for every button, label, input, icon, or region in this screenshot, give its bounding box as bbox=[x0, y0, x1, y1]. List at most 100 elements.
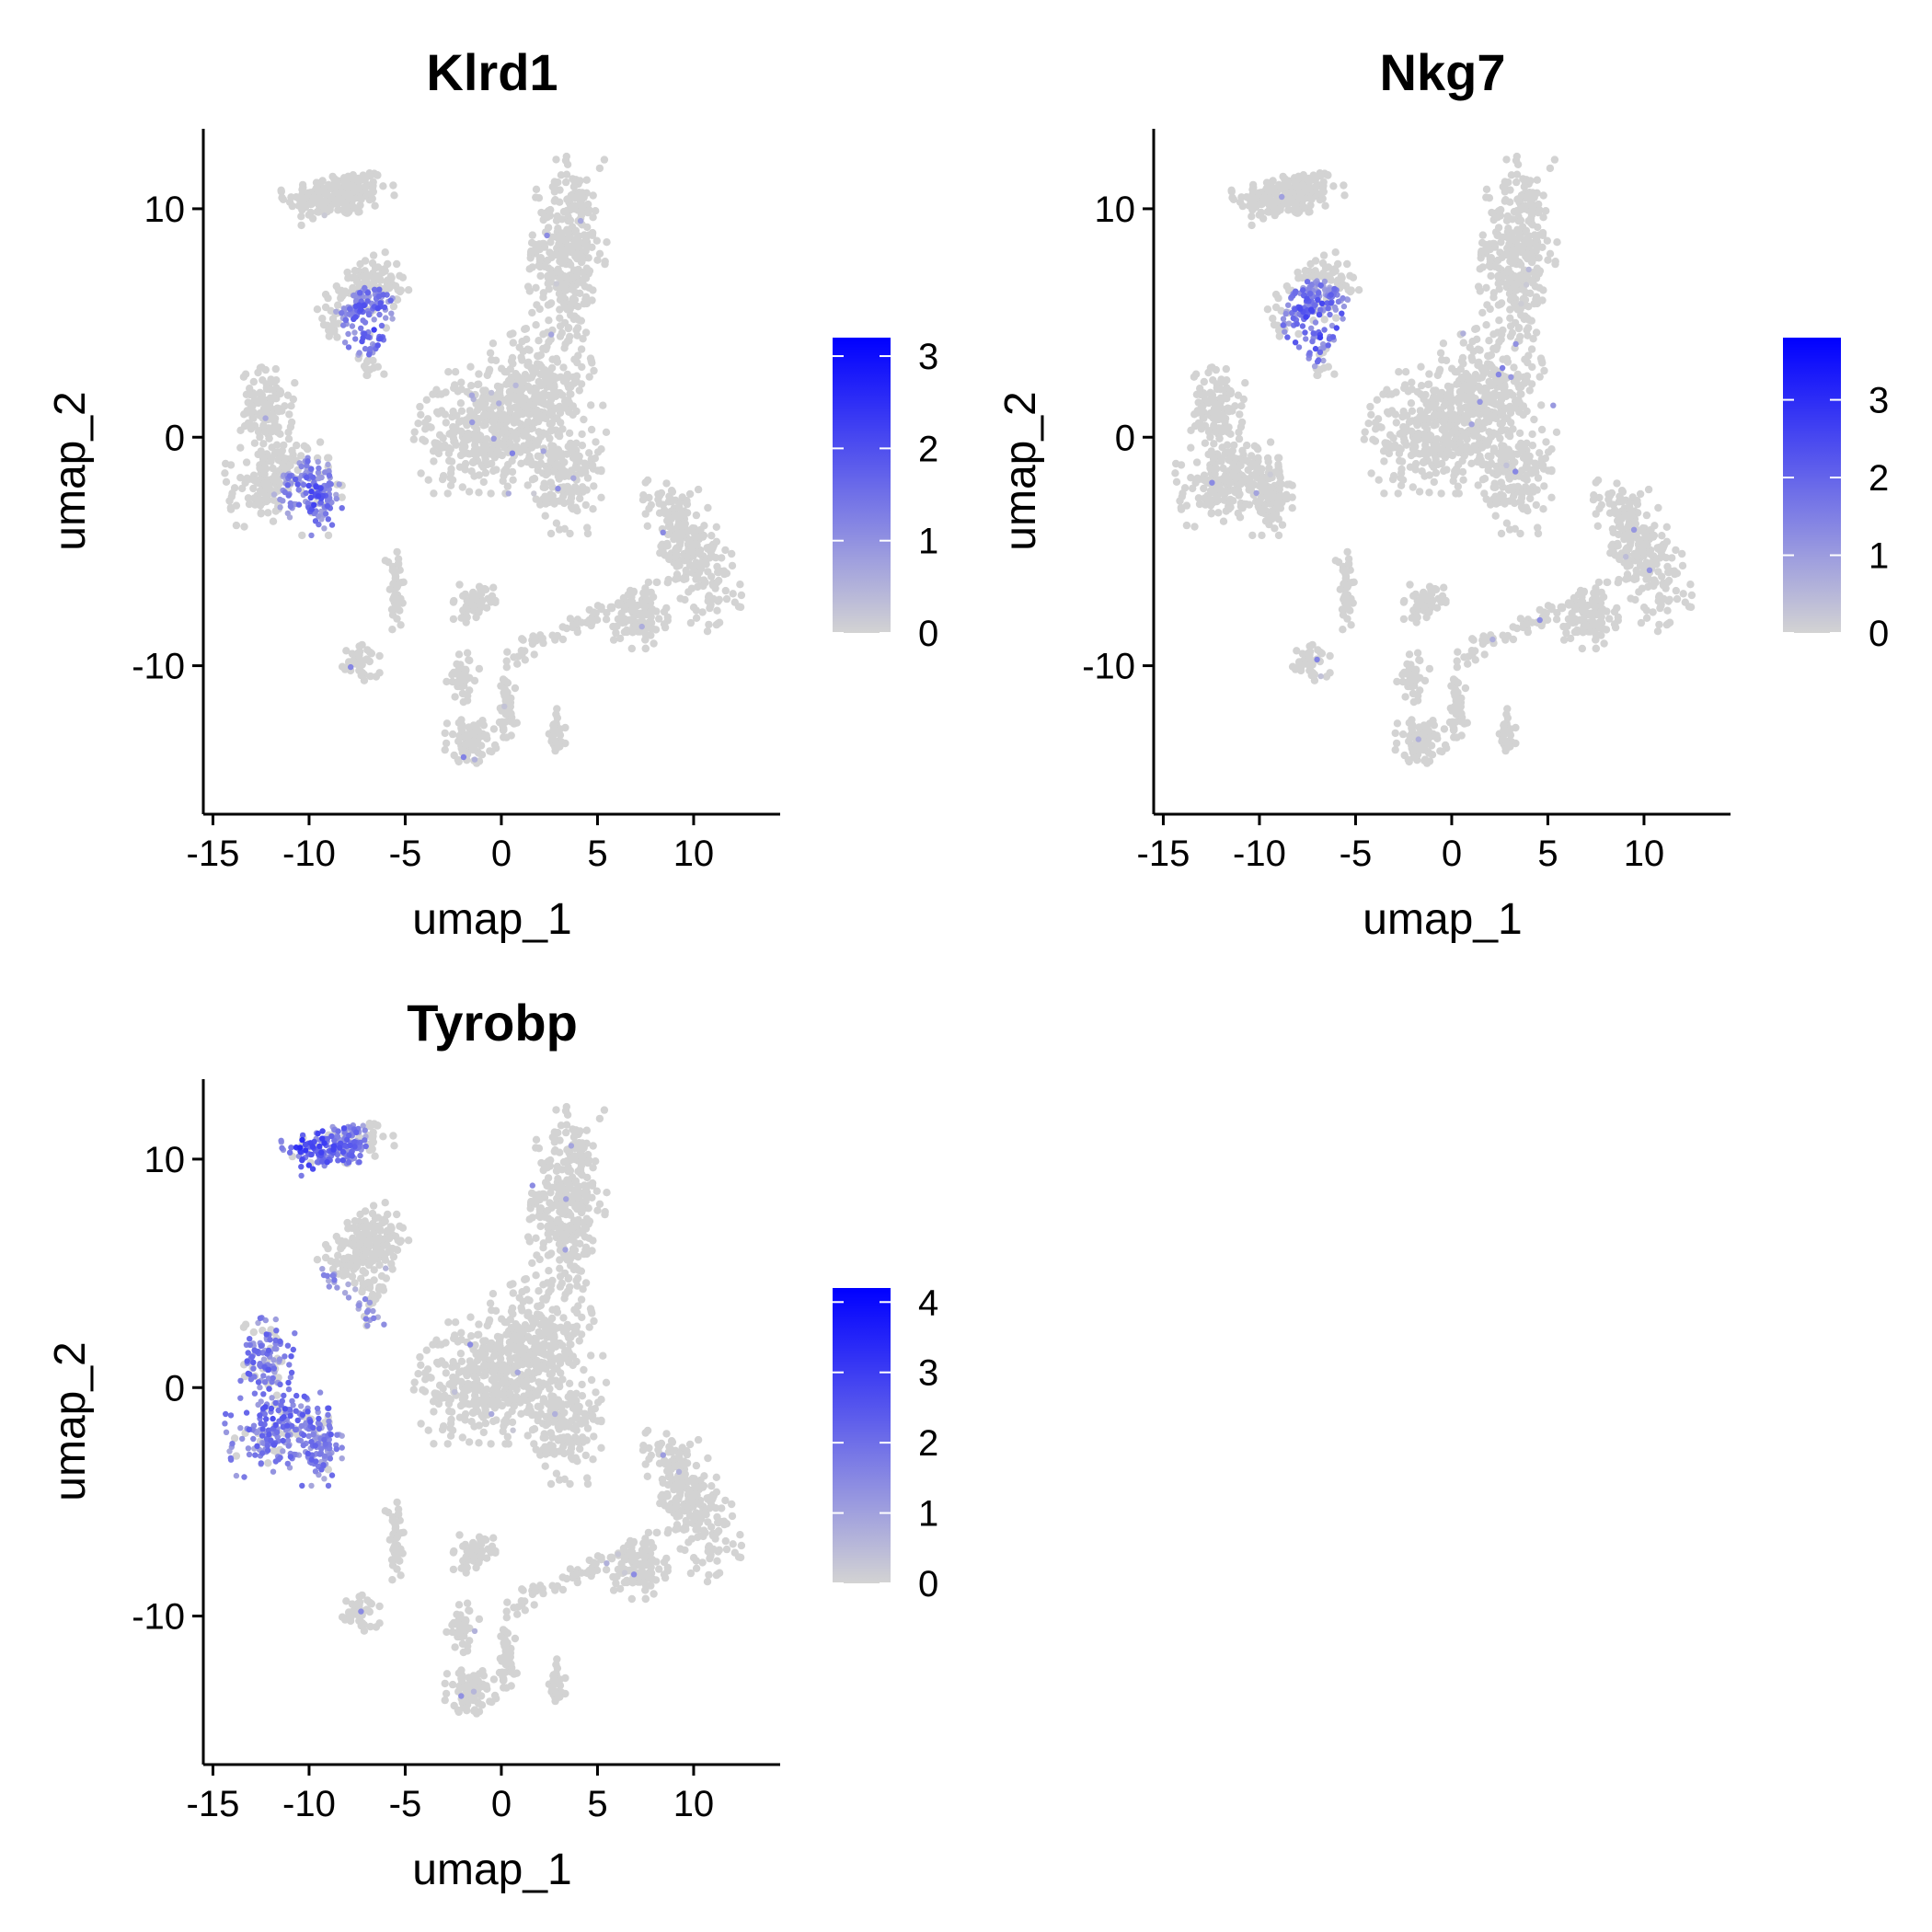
cell-point bbox=[256, 464, 264, 473]
cell-point bbox=[696, 548, 704, 558]
cell-point bbox=[641, 636, 650, 644]
cell-point bbox=[581, 328, 591, 337]
cell-point bbox=[1440, 434, 1448, 443]
cell-point bbox=[1644, 485, 1653, 494]
cell-point bbox=[389, 302, 398, 311]
expressing-cell-point bbox=[496, 400, 502, 407]
cell-point bbox=[1329, 182, 1338, 190]
cell-point bbox=[489, 725, 499, 733]
cell-point bbox=[1221, 489, 1230, 497]
cell-point bbox=[546, 434, 554, 443]
cell-point bbox=[379, 182, 387, 190]
cell-point bbox=[249, 377, 258, 386]
cell-point bbox=[1489, 444, 1499, 453]
cell-point bbox=[351, 267, 359, 275]
cell-point bbox=[558, 623, 567, 631]
cell-point bbox=[1481, 368, 1489, 376]
cell-point bbox=[712, 523, 720, 531]
cell-point bbox=[475, 719, 484, 728]
cell-point bbox=[1512, 152, 1521, 161]
cell-point bbox=[275, 405, 284, 413]
cell-point bbox=[232, 501, 241, 510]
cell-point bbox=[552, 354, 561, 363]
expressing-cell-point bbox=[358, 325, 364, 331]
cell-point bbox=[576, 494, 584, 503]
cell-point bbox=[1442, 356, 1451, 364]
cell-point bbox=[368, 184, 377, 192]
cell-point bbox=[1532, 328, 1541, 337]
cell-point bbox=[337, 188, 346, 196]
cell-point bbox=[370, 363, 378, 372]
cell-point bbox=[1538, 228, 1547, 237]
cell-point bbox=[554, 742, 562, 752]
cell-point bbox=[694, 485, 703, 494]
cell-point bbox=[1395, 368, 1403, 376]
cell-point bbox=[362, 364, 370, 373]
cell-point bbox=[1543, 236, 1551, 245]
cell-point bbox=[1514, 324, 1523, 333]
cell-point bbox=[1321, 201, 1329, 210]
cell-point bbox=[715, 618, 724, 627]
cell-point bbox=[448, 730, 457, 739]
cell-point bbox=[242, 458, 251, 466]
cell-point bbox=[487, 489, 495, 498]
cell-point bbox=[614, 600, 623, 608]
cell-point bbox=[1517, 390, 1525, 398]
cell-point bbox=[651, 626, 661, 634]
cell-point bbox=[289, 395, 297, 404]
cell-point bbox=[1495, 401, 1503, 410]
cell-point bbox=[512, 430, 520, 438]
expressing-cell-point bbox=[471, 756, 478, 763]
cell-point bbox=[592, 615, 602, 624]
cell-point bbox=[1199, 475, 1207, 484]
cell-point bbox=[1559, 636, 1569, 644]
cell-point bbox=[1482, 283, 1490, 292]
cell-point bbox=[1275, 471, 1284, 479]
cell-point bbox=[332, 196, 340, 205]
cell-point bbox=[536, 459, 545, 467]
cell-point bbox=[1505, 525, 1514, 534]
umap-points bbox=[221, 152, 746, 767]
expressing-cell-point bbox=[660, 529, 666, 535]
cell-point bbox=[1526, 494, 1535, 503]
cell-point bbox=[270, 418, 279, 426]
cell-point bbox=[562, 178, 570, 187]
cell-point bbox=[1215, 434, 1224, 443]
cell-point bbox=[503, 679, 512, 687]
cell-point bbox=[578, 277, 587, 285]
cell-point bbox=[1275, 454, 1283, 462]
cell-point bbox=[1380, 457, 1388, 466]
cell-point bbox=[535, 255, 544, 263]
expressing-cell-point bbox=[262, 415, 269, 421]
cell-point bbox=[1254, 189, 1263, 197]
cell-point bbox=[1593, 595, 1601, 604]
cell-point bbox=[1373, 396, 1381, 404]
cell-point bbox=[1190, 523, 1199, 531]
cell-point bbox=[297, 213, 305, 221]
cell-point bbox=[1435, 368, 1443, 376]
cell-point bbox=[330, 319, 339, 328]
cell-point bbox=[314, 208, 323, 216]
cell-point bbox=[1592, 636, 1600, 644]
cell-point bbox=[569, 410, 577, 420]
cell-point bbox=[262, 478, 271, 488]
cell-point bbox=[1207, 510, 1215, 518]
cell-point bbox=[279, 195, 288, 203]
cell-point bbox=[1446, 386, 1455, 395]
cell-point bbox=[439, 434, 447, 443]
cell-point bbox=[1478, 247, 1486, 256]
cell-point bbox=[1662, 554, 1671, 562]
cell-point bbox=[256, 432, 264, 442]
cell-point bbox=[558, 465, 567, 473]
cell-point bbox=[1430, 403, 1438, 412]
cell-point bbox=[729, 590, 737, 598]
cell-point bbox=[564, 443, 572, 451]
cell-point bbox=[486, 595, 494, 604]
cell-point bbox=[318, 315, 327, 323]
cell-point bbox=[535, 378, 544, 387]
cell-point bbox=[475, 582, 484, 591]
cell-point bbox=[1592, 644, 1600, 652]
cell-point bbox=[480, 411, 489, 420]
cell-point bbox=[555, 525, 564, 534]
cell-point bbox=[603, 238, 611, 247]
